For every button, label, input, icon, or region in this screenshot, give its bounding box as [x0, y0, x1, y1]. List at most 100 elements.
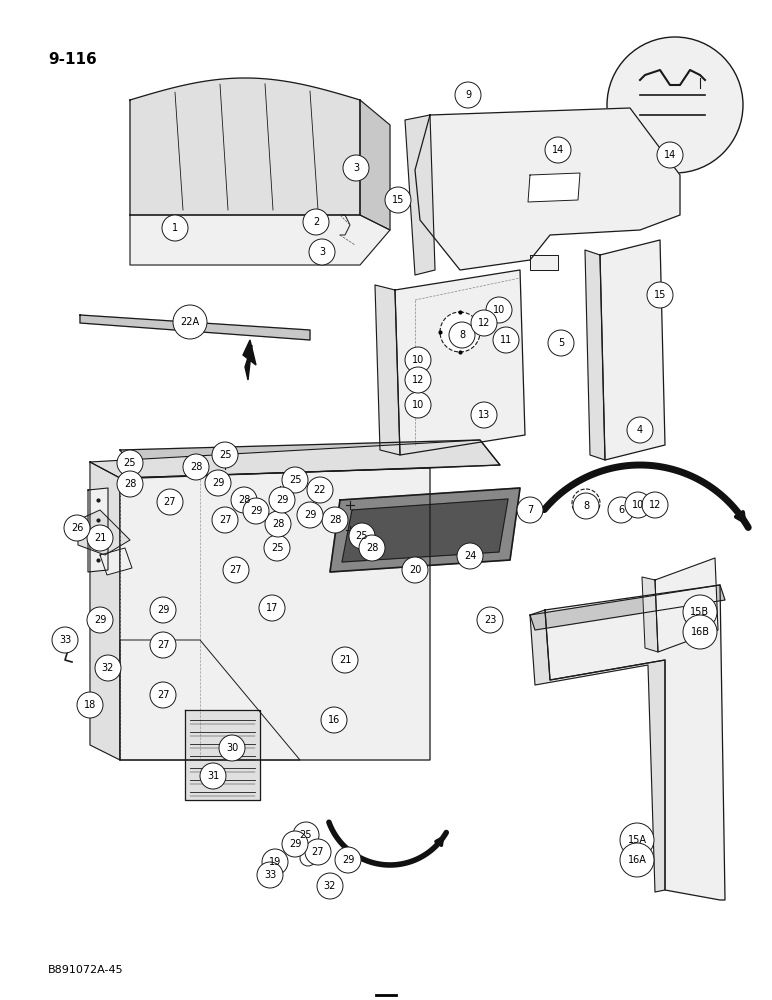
- Text: 27: 27: [230, 565, 242, 575]
- Polygon shape: [375, 285, 400, 455]
- Polygon shape: [130, 215, 390, 265]
- Text: 24: 24: [464, 551, 476, 561]
- Circle shape: [349, 523, 375, 549]
- Circle shape: [545, 137, 571, 163]
- Text: 28: 28: [238, 495, 250, 505]
- Polygon shape: [600, 240, 665, 460]
- Text: 4: 4: [637, 425, 643, 435]
- Text: 25: 25: [124, 458, 136, 468]
- Polygon shape: [395, 270, 525, 455]
- Circle shape: [477, 607, 503, 633]
- Circle shape: [486, 297, 512, 323]
- Text: 25: 25: [300, 830, 312, 840]
- Ellipse shape: [263, 602, 281, 614]
- Circle shape: [95, 655, 121, 681]
- Text: 22: 22: [313, 485, 327, 495]
- Text: 11: 11: [500, 335, 512, 345]
- Text: 19: 19: [269, 857, 281, 867]
- Text: 7: 7: [527, 505, 533, 515]
- Polygon shape: [405, 115, 435, 275]
- Circle shape: [335, 847, 361, 873]
- Polygon shape: [585, 250, 605, 460]
- Circle shape: [231, 487, 257, 513]
- Polygon shape: [245, 345, 252, 380]
- Polygon shape: [100, 548, 132, 575]
- Text: 10: 10: [412, 400, 424, 410]
- Circle shape: [150, 682, 176, 708]
- Circle shape: [642, 492, 668, 518]
- Circle shape: [332, 647, 358, 673]
- Circle shape: [647, 282, 673, 308]
- Text: 30: 30: [226, 743, 238, 753]
- Circle shape: [300, 850, 316, 866]
- Circle shape: [305, 839, 331, 865]
- Circle shape: [173, 305, 207, 339]
- Text: 27: 27: [164, 497, 176, 507]
- Text: 9-116: 9-116: [48, 52, 96, 67]
- Text: 27: 27: [157, 690, 169, 700]
- Circle shape: [548, 330, 574, 356]
- Circle shape: [264, 535, 290, 561]
- Text: 18: 18: [84, 700, 96, 710]
- Circle shape: [87, 607, 113, 633]
- Polygon shape: [120, 440, 500, 478]
- Circle shape: [455, 82, 481, 108]
- Text: 21: 21: [94, 533, 107, 543]
- Polygon shape: [528, 173, 580, 202]
- Polygon shape: [530, 585, 725, 630]
- Text: 33: 33: [59, 635, 71, 645]
- Circle shape: [683, 615, 717, 649]
- Polygon shape: [330, 488, 520, 572]
- Text: 3: 3: [319, 247, 325, 257]
- Circle shape: [223, 557, 249, 583]
- Circle shape: [265, 511, 291, 537]
- Polygon shape: [530, 610, 665, 892]
- Text: 29: 29: [94, 615, 107, 625]
- Polygon shape: [342, 499, 508, 562]
- Circle shape: [572, 489, 600, 517]
- Text: 16: 16: [328, 715, 340, 725]
- Circle shape: [471, 310, 497, 336]
- Text: 29: 29: [276, 495, 288, 505]
- Text: 28: 28: [190, 462, 202, 472]
- Polygon shape: [545, 585, 725, 900]
- Text: 28: 28: [272, 519, 284, 529]
- Polygon shape: [78, 510, 130, 555]
- Polygon shape: [415, 108, 680, 270]
- Text: 16A: 16A: [628, 855, 646, 865]
- Text: 26: 26: [71, 523, 83, 533]
- Text: 8: 8: [459, 330, 465, 340]
- Text: 8: 8: [583, 501, 589, 511]
- Text: 12: 12: [648, 500, 661, 510]
- Circle shape: [317, 873, 343, 899]
- Text: 21: 21: [339, 655, 351, 665]
- Circle shape: [307, 477, 333, 503]
- Polygon shape: [120, 640, 300, 760]
- Text: 25: 25: [356, 531, 368, 541]
- Circle shape: [243, 498, 269, 524]
- Circle shape: [627, 417, 653, 443]
- Polygon shape: [530, 255, 558, 270]
- Text: 2: 2: [313, 217, 319, 227]
- Polygon shape: [90, 440, 500, 478]
- Text: 25: 25: [271, 543, 283, 553]
- Polygon shape: [130, 78, 360, 215]
- Circle shape: [297, 502, 323, 528]
- Text: 31: 31: [207, 771, 219, 781]
- Circle shape: [343, 155, 369, 181]
- Text: 10: 10: [412, 355, 424, 365]
- Text: 29: 29: [304, 510, 317, 520]
- Circle shape: [607, 37, 743, 173]
- Polygon shape: [642, 577, 658, 652]
- Circle shape: [257, 862, 283, 888]
- Text: 12: 12: [411, 375, 424, 385]
- Text: 29: 29: [250, 506, 262, 516]
- Circle shape: [117, 450, 143, 476]
- Text: 23: 23: [484, 615, 496, 625]
- Text: 25: 25: [289, 475, 301, 485]
- Circle shape: [282, 467, 308, 493]
- Circle shape: [259, 595, 285, 621]
- Circle shape: [205, 470, 231, 496]
- Circle shape: [402, 557, 428, 583]
- Text: 28: 28: [329, 515, 341, 525]
